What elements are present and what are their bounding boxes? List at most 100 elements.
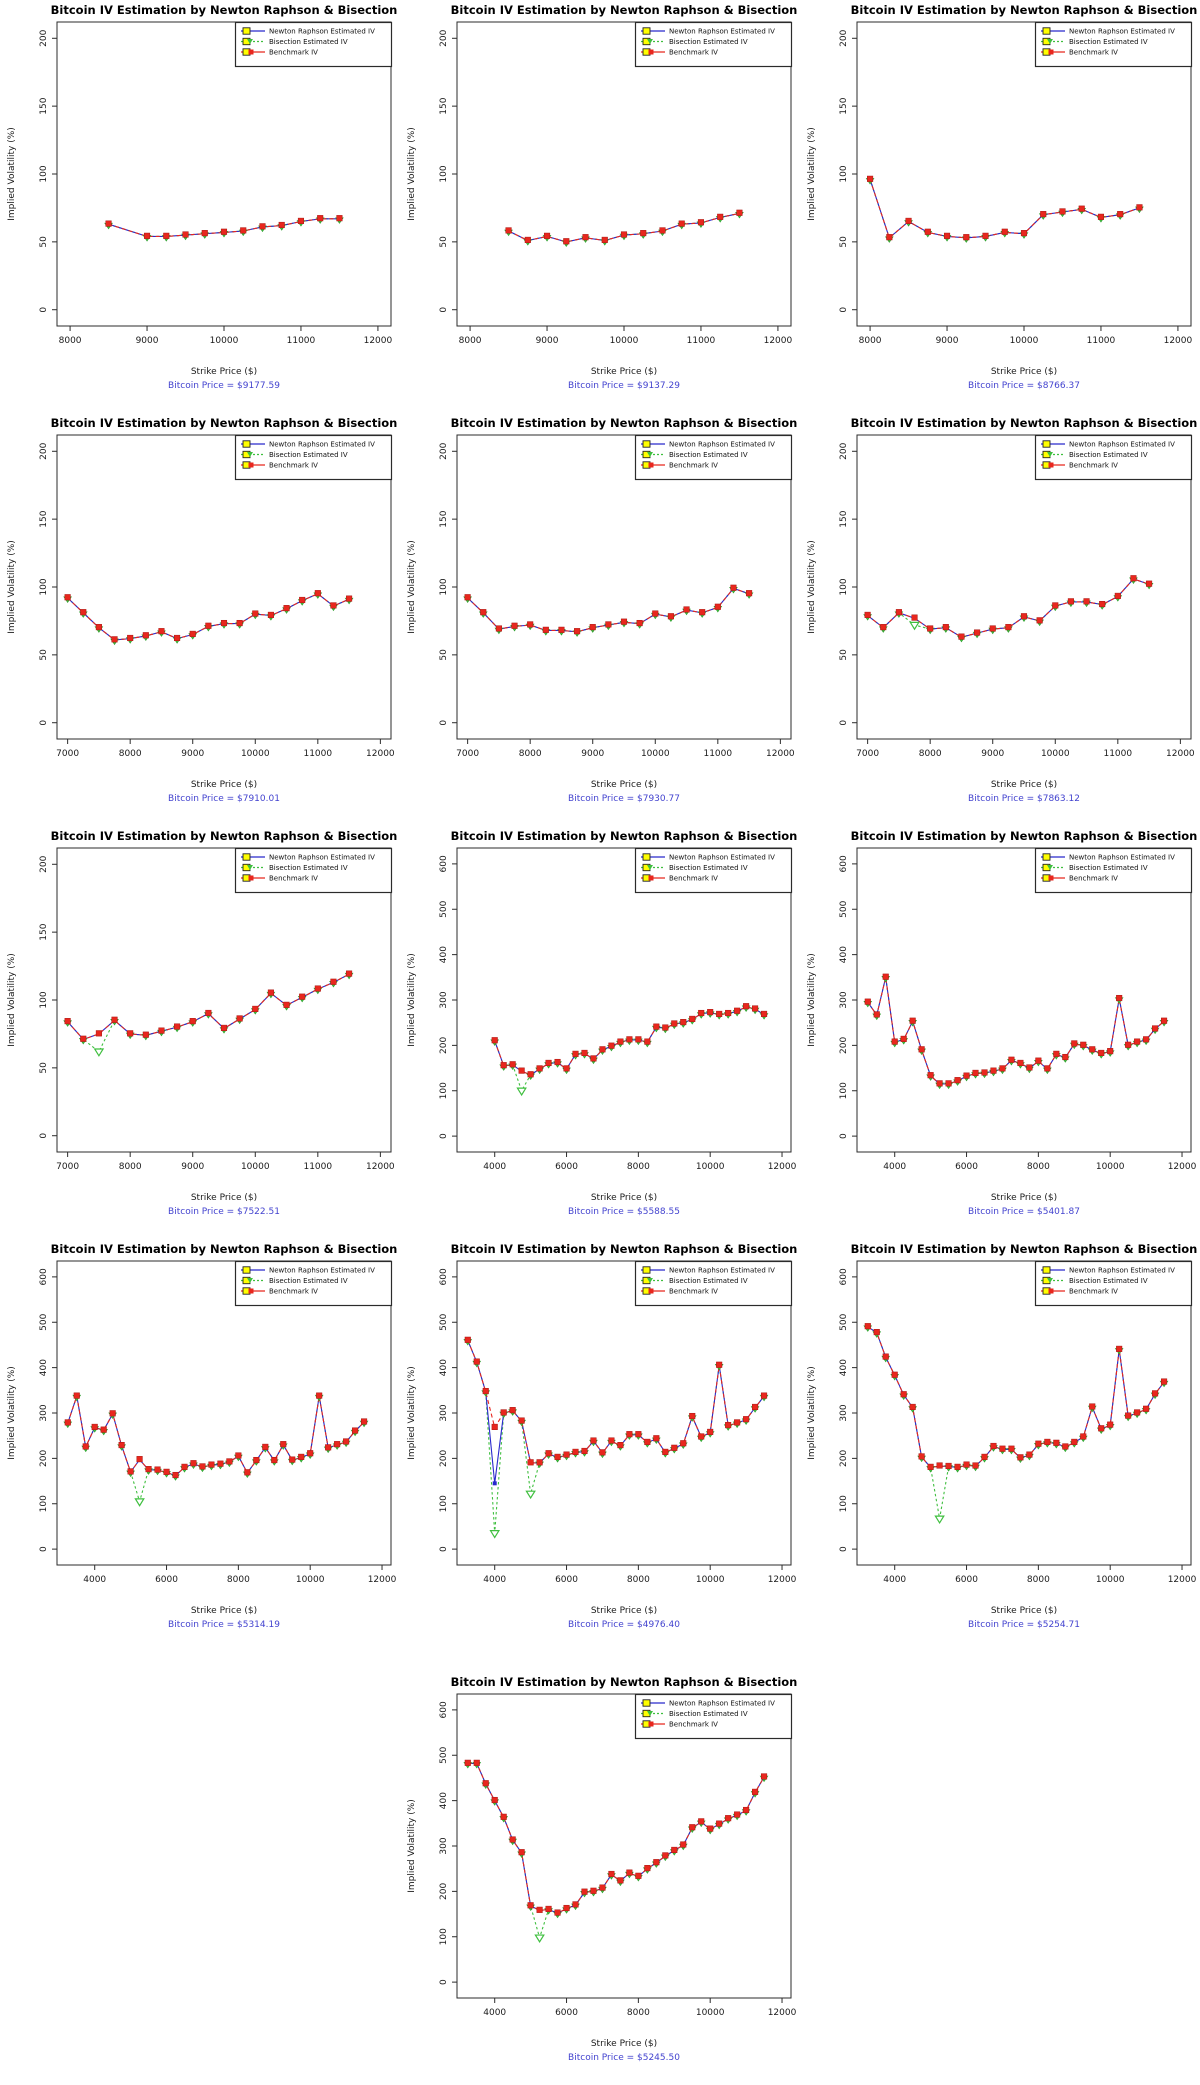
benchmark-marker	[1008, 1445, 1015, 1452]
benchmark-marker	[590, 1437, 597, 1444]
benchmark-marker	[524, 236, 531, 243]
legend-square-icon	[248, 462, 254, 468]
benchmark-marker	[734, 1811, 741, 1818]
benchmark-marker	[752, 1005, 759, 1012]
benchmark-marker	[707, 1428, 714, 1435]
benchmark-marker	[1114, 592, 1121, 599]
y-tick-label: 0	[839, 1133, 849, 1139]
x-tick-label: 8000	[919, 749, 942, 759]
benchmark-marker	[886, 234, 893, 241]
benchmark-marker	[1026, 1451, 1033, 1458]
benchmark-marker	[500, 1813, 507, 1820]
benchmark-marker	[891, 1371, 898, 1378]
legend-square-icon	[248, 875, 254, 881]
chart-title: Bitcoin IV Estimation by Newton Raphson …	[851, 416, 1198, 430]
btc-price-caption: Bitcoin Price = $7910.01	[168, 794, 280, 804]
benchmark-marker	[572, 1050, 579, 1057]
x-tick-label: 4000	[483, 1162, 506, 1172]
benchmark-marker	[145, 1466, 152, 1473]
benchmark-marker	[717, 213, 724, 220]
benchmark-marker	[699, 609, 706, 616]
benchmark-marker	[599, 1449, 606, 1456]
iv-chart-svg-5: Bitcoin IV Estimation by Newton Raphson …	[407, 416, 797, 804]
iv-chart-panel-3: Bitcoin IV Estimation by Newton Raphson …	[800, 0, 1200, 413]
benchmark-marker	[64, 1018, 71, 1025]
benchmark-marker	[636, 619, 643, 627]
chart-title: Bitcoin IV Estimation by Newton Raphson …	[51, 829, 398, 843]
y-axis-label: Implied Volatility (%)	[407, 540, 417, 634]
benchmark-marker	[316, 1392, 323, 1399]
chart-title: Bitcoin IV Estimation by Newton Raphson …	[451, 829, 798, 843]
y-tick-label: 500	[39, 1313, 49, 1330]
benchmark-marker	[563, 1451, 570, 1458]
benchmark-marker	[346, 595, 353, 602]
y-tick-label: 50	[39, 649, 49, 661]
benchmark-marker	[563, 1065, 570, 1072]
benchmark-marker	[653, 1023, 660, 1030]
benchmark-marker	[689, 1412, 696, 1420]
bisection-line	[467, 1762, 765, 1940]
benchmark-marker	[267, 611, 274, 618]
legend-label: Benchmark IV	[1069, 49, 1118, 57]
x-tick-label: 7000	[56, 1162, 79, 1172]
legend-marker-square	[1042, 1266, 1051, 1274]
x-axis-label: Strike Price ($)	[991, 780, 1057, 790]
legend-marker-square	[1042, 853, 1051, 861]
benchmark-marker	[127, 1468, 134, 1475]
x-tick-label: 10000	[696, 2008, 725, 2018]
benchmark-marker	[1161, 1017, 1168, 1024]
legend-box	[1034, 434, 1193, 481]
benchmark-marker	[924, 228, 931, 235]
x-tick-label: 6000	[955, 1162, 978, 1172]
y-tick-label: 0	[39, 720, 49, 726]
benchmark-marker	[725, 1009, 732, 1017]
y-tick-label: 0	[439, 720, 449, 726]
x-tick-label: 8000	[627, 2008, 650, 2018]
benchmark-marker	[1134, 1038, 1141, 1045]
benchmark-marker	[111, 1016, 118, 1023]
benchmark-marker	[118, 1442, 125, 1449]
benchmark-marker	[652, 610, 659, 617]
y-tick-label: 100	[439, 1082, 449, 1099]
legend-marker-square	[642, 1699, 651, 1707]
benchmark-marker	[80, 1035, 87, 1042]
legend-marker-square	[1042, 27, 1051, 35]
x-tick-label: 12000	[366, 1162, 395, 1172]
benchmark-marker	[473, 1358, 480, 1365]
x-tick-label: 12000	[368, 1575, 397, 1585]
benchmark-marker	[608, 1042, 615, 1049]
legend-label: Newton Raphson Estimated IV	[669, 854, 775, 862]
benchmark-marker	[482, 1780, 489, 1787]
benchmark-marker	[554, 1058, 561, 1066]
benchmark-marker	[1035, 1057, 1042, 1064]
benchmark-marker	[927, 1463, 934, 1470]
legend-square-icon	[648, 49, 654, 55]
iv-chart-panel-7: Bitcoin IV Estimation by Newton Raphson …	[0, 826, 400, 1239]
benchmark-marker	[882, 973, 889, 980]
y-tick-label: 400	[39, 1359, 49, 1376]
chart-title: Bitcoin IV Estimation by Newton Raphson …	[51, 3, 398, 17]
benchmark-marker	[680, 1019, 687, 1026]
benchmark-marker	[1107, 1421, 1114, 1428]
benchmark-marker	[1020, 230, 1028, 237]
chart-legend: Newton Raphson Estimated IV Bisection Est…	[1034, 847, 1193, 894]
benchmark-marker	[511, 622, 518, 629]
iv-chart-svg-9: Bitcoin IV Estimation by Newton Raphson …	[807, 829, 1197, 1217]
plot-box	[456, 1693, 792, 1999]
benchmark-marker	[542, 626, 549, 633]
x-tick-label: 4000	[883, 1575, 906, 1585]
legend-label: Bisection Estimated IV	[1069, 38, 1148, 46]
y-tick-label: 150	[39, 923, 49, 940]
benchmark-marker	[680, 1841, 687, 1848]
benchmark-marker	[500, 1062, 507, 1069]
y-tick-label: 200	[439, 1037, 449, 1054]
benchmark-marker	[990, 1067, 997, 1074]
legend-label: Benchmark IV	[669, 1721, 718, 1729]
benchmark-marker	[900, 1035, 907, 1042]
benchmark-marker	[236, 619, 243, 627]
benchmark-marker	[1044, 1438, 1051, 1445]
y-tick-label: 100	[439, 165, 449, 182]
legend-label: Newton Raphson Estimated IV	[269, 28, 375, 36]
benchmark-marker	[527, 1902, 534, 1909]
benchmark-marker	[605, 621, 612, 628]
